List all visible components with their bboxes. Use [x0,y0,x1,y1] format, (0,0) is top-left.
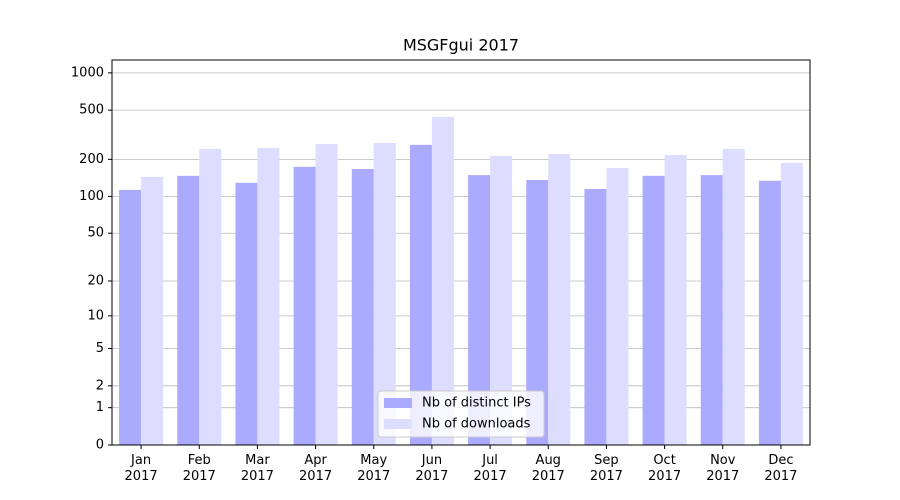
y-tick-label: 100 [79,189,104,204]
y-tick-label: 5 [96,341,104,356]
bar [293,166,316,445]
legend: Nb of distinct IPs Nb of downloads [377,390,545,438]
x-tick-label: Mar 2017 [240,453,274,484]
y-tick-label: 2 [96,378,104,393]
bar [722,148,745,445]
x-tick-label: May 2017 [357,453,391,484]
bar [431,116,454,446]
legend-label: Nb of downloads [422,417,531,432]
bar [490,155,513,445]
bar [700,175,723,445]
bar [257,148,280,445]
legend-swatch [384,419,412,429]
bar [468,175,491,445]
bar [315,144,338,445]
y-tick-label: 1 [96,400,104,415]
bar [664,154,687,445]
x-tick-label: Jul 2017 [473,453,507,484]
bar [119,189,142,445]
legend-box [377,390,545,438]
x-tick-label: Sep 2017 [589,453,623,484]
y-tick-label: 1000 [71,65,104,80]
bar [141,176,164,445]
bar [526,179,549,445]
chart-title: MSGFgui 2017 [403,36,519,55]
legend-swatch [384,398,412,408]
bar [606,168,629,446]
y-tick-label: 200 [79,152,104,167]
x-tick-label: Jan 2017 [124,453,158,484]
x-tick-label: Jun 2017 [415,453,449,484]
bar [584,188,607,445]
bar [351,169,374,445]
x-tick-label: Aug 2017 [531,453,565,484]
bar [235,182,258,445]
y-tick-label: 0 [96,438,104,453]
x-tick-label: Feb 2017 [182,453,216,484]
y-tick-label: 500 [79,103,104,118]
y-tick-label: 20 [87,274,104,289]
legend-label: Nb of distinct IPs [422,396,531,411]
bar [642,175,665,445]
bar [373,143,396,445]
x-tick-label: Apr 2017 [299,453,333,484]
bar [780,162,803,445]
axes-frame [111,59,811,446]
bar [548,153,571,446]
x-tick-label: Nov 2017 [706,453,740,484]
x-tick-label: Oct 2017 [648,453,682,484]
x-tick-label: Dec 2017 [764,453,798,484]
bar [177,175,200,445]
bar [758,180,781,445]
grid [112,72,810,446]
y-tick-label: 10 [87,308,104,323]
y-tick-label: 50 [87,226,104,241]
bar [199,148,222,445]
bar [409,144,432,446]
